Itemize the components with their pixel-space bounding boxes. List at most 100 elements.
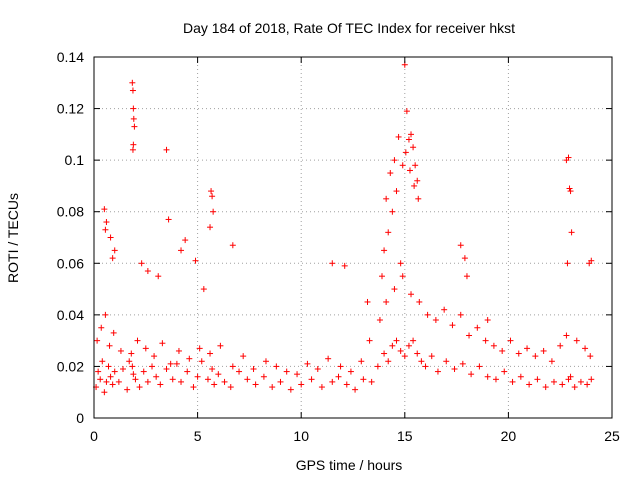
- data-point: [95, 368, 102, 375]
- data-point: [532, 353, 539, 360]
- data-point: [399, 162, 406, 169]
- chart-title: Day 184 of 2018, Rate Of TEC Index for r…: [183, 20, 515, 36]
- data-point: [204, 376, 211, 383]
- data-point: [329, 378, 336, 385]
- data-point: [457, 242, 464, 249]
- data-point: [314, 366, 321, 373]
- data-point: [414, 177, 421, 184]
- plot-frame: [93, 56, 613, 419]
- y-tick-label: 0.12: [57, 101, 84, 117]
- data-point: [163, 146, 170, 153]
- data-point: [405, 136, 412, 143]
- data-point: [115, 378, 122, 385]
- data-point: [434, 368, 441, 375]
- data-point: [184, 368, 191, 375]
- data-point: [111, 368, 118, 375]
- data-point: [269, 384, 276, 391]
- data-point: [250, 366, 257, 373]
- y-tick-label: 0.1: [65, 152, 85, 168]
- data-point: [449, 322, 456, 329]
- data-point: [155, 273, 162, 280]
- data-point: [451, 366, 458, 373]
- data-point: [406, 167, 413, 174]
- data-point: [459, 360, 466, 367]
- data-point: [109, 255, 116, 262]
- data-point: [565, 154, 572, 161]
- x-axis-label: GPS time / hours: [296, 457, 403, 473]
- data-point: [252, 381, 259, 388]
- data-point: [120, 366, 127, 373]
- data-point: [106, 342, 113, 349]
- data-point: [128, 350, 135, 357]
- data-point: [352, 386, 359, 393]
- data-point: [550, 378, 557, 385]
- data-point: [540, 347, 547, 354]
- data-point: [335, 373, 342, 380]
- data-point: [484, 317, 491, 324]
- data-point: [142, 345, 149, 352]
- data-point: [397, 347, 404, 354]
- data-point: [397, 260, 404, 267]
- data-point: [107, 234, 114, 241]
- data-point: [207, 224, 214, 231]
- data-point: [165, 216, 172, 223]
- data-point: [457, 311, 464, 318]
- data-point: [283, 368, 290, 375]
- data-point: [294, 371, 301, 378]
- data-point: [517, 373, 524, 380]
- data-point: [200, 286, 207, 293]
- data-point: [573, 337, 580, 344]
- data-point: [236, 368, 243, 375]
- data-point: [411, 182, 418, 189]
- data-point: [577, 378, 584, 385]
- data-point: [534, 376, 541, 383]
- y-tick-label: 0.02: [57, 358, 84, 374]
- data-point: [463, 273, 470, 280]
- data-point: [563, 332, 570, 339]
- data-point: [277, 378, 284, 385]
- data-point: [308, 376, 315, 383]
- data-point: [98, 324, 105, 331]
- data-point: [102, 226, 109, 233]
- data-point: [138, 260, 145, 267]
- data-point: [582, 345, 589, 352]
- data-point: [410, 337, 417, 344]
- data-point: [559, 381, 566, 388]
- data-point: [401, 353, 408, 360]
- data-point: [178, 247, 185, 254]
- data-point: [209, 193, 216, 200]
- data-point: [566, 185, 573, 192]
- data-point: [424, 311, 431, 318]
- data-point: [131, 123, 138, 130]
- data-point: [210, 208, 217, 215]
- data-point: [273, 363, 280, 370]
- data-point: [588, 376, 595, 383]
- data-point: [178, 378, 185, 385]
- data-point: [111, 247, 118, 254]
- data-point: [167, 360, 174, 367]
- data-point: [416, 298, 423, 305]
- x-tick-label: 25: [604, 428, 620, 444]
- data-point: [376, 317, 383, 324]
- x-tick-label: 20: [501, 428, 517, 444]
- data-point: [209, 366, 216, 373]
- data-point: [126, 358, 133, 365]
- data-point: [360, 376, 367, 383]
- data-point: [381, 247, 388, 254]
- y-tick-label: 0.06: [57, 255, 84, 271]
- data-point: [568, 229, 575, 236]
- data-point: [586, 260, 593, 267]
- data-point: [492, 376, 499, 383]
- data-point: [227, 384, 234, 391]
- data-point: [501, 368, 508, 375]
- data-point: [341, 262, 348, 269]
- data-point: [117, 347, 124, 354]
- data-point: [144, 378, 151, 385]
- data-point: [490, 342, 497, 349]
- data-point: [443, 358, 450, 365]
- data-point: [395, 133, 402, 140]
- data-point: [387, 170, 394, 177]
- data-point: [129, 363, 136, 370]
- data-point: [298, 381, 305, 388]
- data-point: [515, 350, 522, 357]
